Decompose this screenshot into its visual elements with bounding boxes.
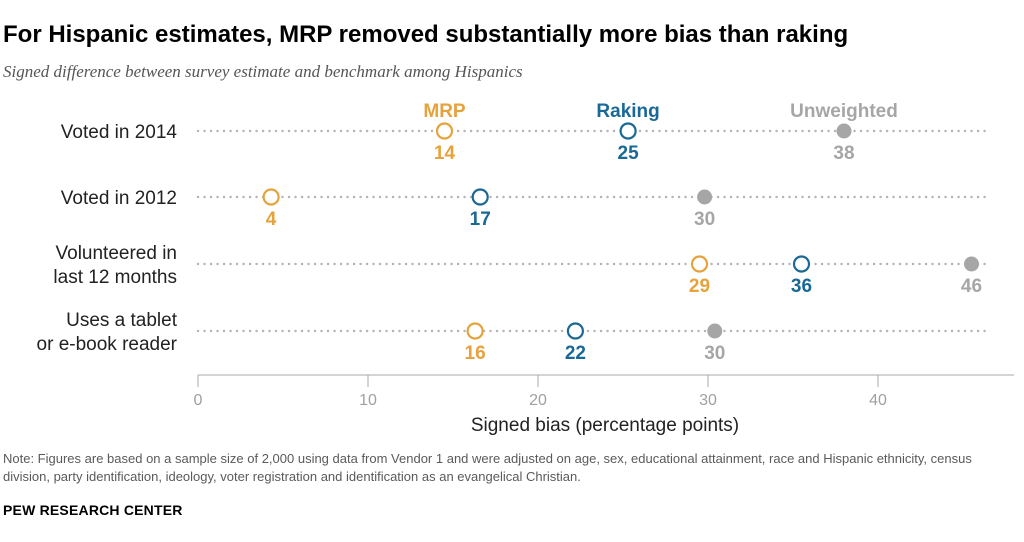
data-point-mrp [435,122,454,140]
legend-label-mrp: MRP [423,101,466,122]
data-point-mrp [262,188,280,206]
x-tick-label: 10 [359,392,377,409]
data-label-mrp: 29 [689,276,710,297]
data-point-unweighted [836,123,852,139]
data-label-raking: 25 [618,143,640,164]
data-point-unweighted [697,189,713,205]
data-point-raking [792,255,811,273]
data-label-unweighted: 30 [704,343,725,364]
legend-label-unweighted: Unweighted [790,101,898,122]
data-label-unweighted: 38 [833,143,854,164]
category-label: Voted in 2012 [61,188,177,209]
data-label-unweighted: 46 [961,276,982,297]
x-axis-title: Signed bias (percentage points) [471,415,739,436]
category-label: Voted in 2014 [61,122,178,143]
data-label-raking: 17 [470,209,491,230]
data-point-mrp [466,322,484,340]
x-tick-label: 40 [869,392,887,409]
category-label: Uses a tablet [66,310,178,331]
chart-note: Note: Figures are based on a sample size… [3,451,972,484]
data-point-raking [619,122,637,140]
data-label-unweighted: 30 [694,209,715,230]
data-point-raking [471,188,489,206]
data-label-mrp: 4 [266,209,277,230]
data-label-mrp: 16 [465,343,486,364]
data-point-unweighted [964,256,979,272]
source-credit: PEW RESEARCH CENTER [3,502,183,518]
data-point-raking [566,322,585,340]
category-label: Volunteered in [56,243,178,264]
data-label-mrp: 14 [434,143,456,164]
x-tick-label: 20 [529,392,547,409]
legend-label-raking: Raking [596,101,659,122]
chart-subtitle: Signed difference between survey estimat… [3,62,523,81]
x-tick-label: 30 [699,392,717,409]
data-point-unweighted [707,323,723,339]
category-label: or e-book reader [37,334,178,355]
x-tick-label: 0 [194,392,203,409]
data-point-mrp [690,255,709,273]
category-label: last 12 months [53,267,177,288]
chart-title: For Hispanic estimates, MRP removed subs… [3,21,849,48]
dot-plot-chart: Voted in 2014 Voted in 2012 Volunteered in… [37,101,1014,436]
data-label-raking: 36 [791,276,812,297]
data-label-raking: 22 [565,343,586,364]
